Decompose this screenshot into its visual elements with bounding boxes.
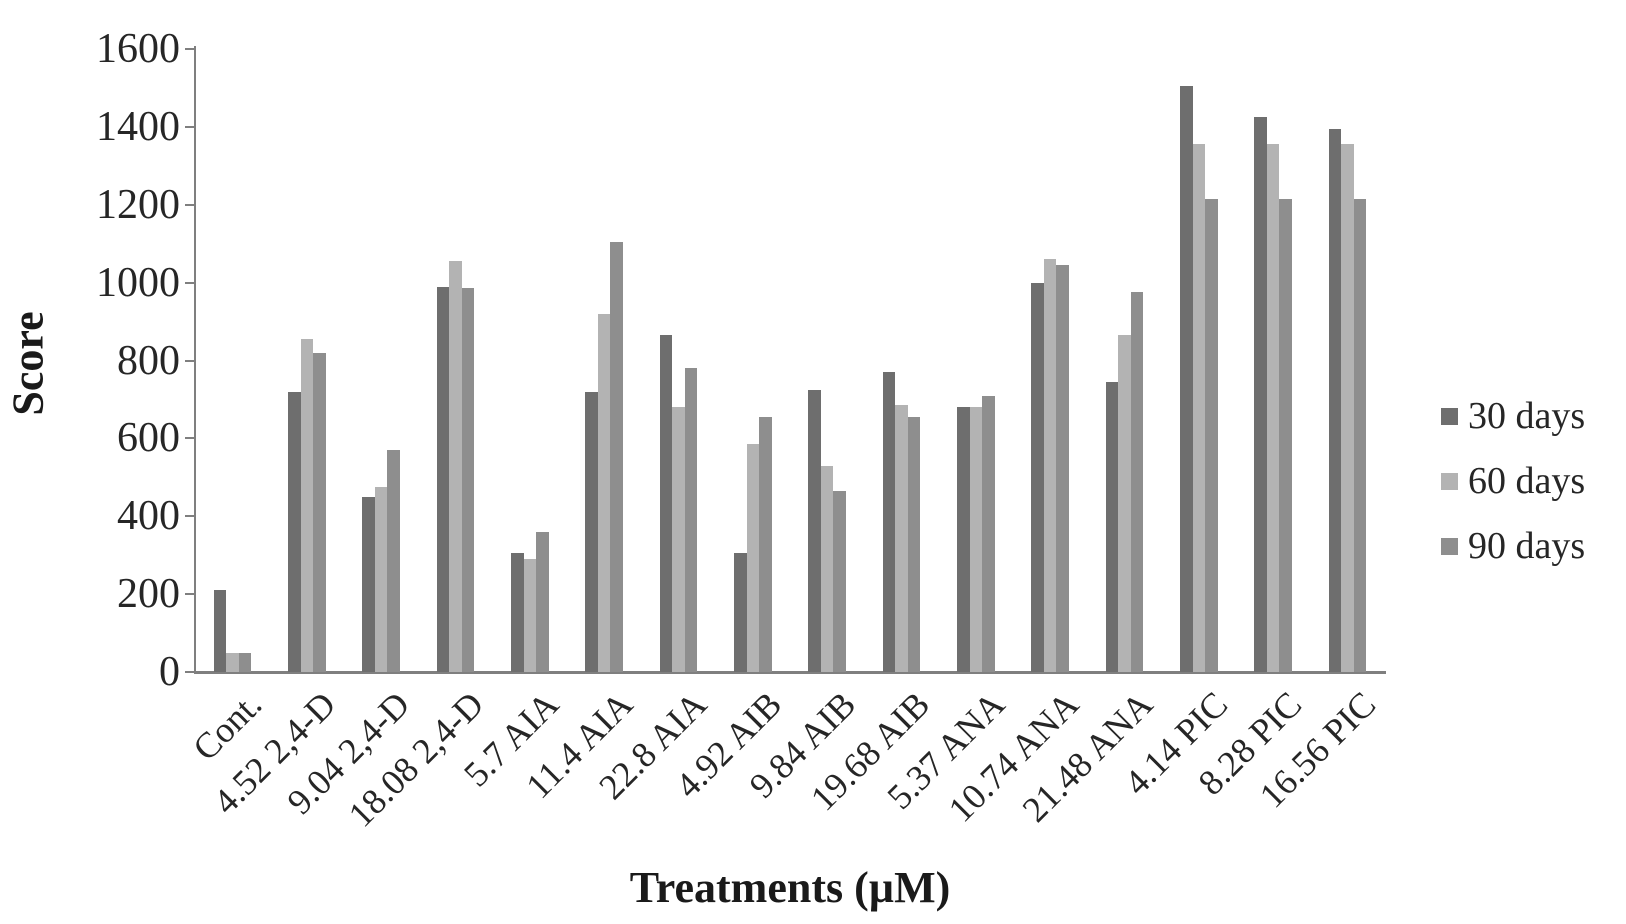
y-tick-mark [185, 671, 196, 673]
bar [982, 395, 995, 672]
y-tick-label: 400 [117, 493, 180, 540]
legend-swatch-icon [1441, 537, 1458, 555]
bar [461, 288, 475, 672]
y-axis-title: Score [3, 311, 53, 416]
legend-item: 30 days [1441, 396, 1585, 436]
bar [300, 339, 314, 672]
bar [1341, 144, 1354, 672]
bar [523, 559, 537, 672]
bar [659, 335, 673, 672]
bar [672, 407, 685, 672]
bar [1180, 85, 1193, 672]
bar [1031, 282, 1044, 672]
x-axis-line [194, 671, 1386, 674]
bar [1056, 265, 1069, 672]
bar [907, 416, 921, 672]
bar [759, 416, 772, 672]
legend-item: 90 days [1441, 526, 1585, 566]
bar [226, 652, 239, 672]
y-tick-mark [185, 48, 196, 50]
y-tick-mark [185, 593, 196, 596]
bar [313, 352, 326, 672]
bar [536, 531, 549, 672]
bar [833, 490, 846, 672]
bar [969, 407, 983, 672]
bar [882, 372, 896, 672]
legend-swatch-icon [1441, 472, 1458, 490]
y-tick-label: 1000 [96, 259, 180, 306]
bar [213, 590, 227, 672]
bar [374, 487, 388, 672]
bar [362, 496, 375, 672]
bar [1353, 198, 1367, 672]
bar [820, 465, 834, 672]
y-tick-label: 1400 [96, 103, 180, 150]
bar [895, 405, 908, 672]
y-tick-label: 200 [117, 571, 180, 618]
bar [684, 368, 698, 672]
bar [511, 553, 524, 672]
bar [387, 450, 400, 672]
bar [1328, 128, 1342, 672]
bar [1130, 292, 1144, 672]
bar [597, 313, 611, 672]
y-tick-mark [185, 515, 196, 518]
x-axis-title: Treatments (µM) [629, 863, 951, 912]
y-tick-mark [185, 437, 196, 440]
bar [585, 391, 598, 672]
bar [957, 407, 970, 672]
bar [1118, 335, 1131, 672]
legend-label: 90 days [1468, 525, 1586, 567]
bar [1254, 117, 1267, 672]
y-tick-mark [185, 203, 196, 206]
bar [734, 553, 747, 672]
y-tick-mark [185, 359, 196, 362]
legend-item: 60 days [1441, 461, 1585, 501]
y-tick-label: 1200 [96, 181, 180, 228]
bar [1279, 198, 1292, 672]
bar [1043, 259, 1057, 672]
bar [808, 389, 821, 672]
y-tick-mark [185, 281, 196, 284]
bar [1205, 198, 1218, 672]
legend-label: 30 days [1468, 395, 1586, 437]
bar [1105, 381, 1119, 672]
y-tick-mark [185, 125, 196, 128]
legend-label: 60 days [1468, 460, 1586, 502]
bar [1192, 144, 1206, 672]
bar [610, 241, 623, 672]
bar [746, 444, 760, 672]
bar [436, 286, 450, 672]
bar [288, 391, 301, 672]
bar [238, 652, 252, 672]
y-tick-label: 1600 [96, 26, 180, 72]
y-tick-label: 0 [159, 649, 180, 695]
legend-swatch-icon [1441, 407, 1458, 425]
y-tick-label: 600 [117, 415, 180, 462]
bar [449, 261, 462, 672]
bar [1266, 144, 1280, 672]
y-tick-label: 800 [117, 337, 180, 384]
